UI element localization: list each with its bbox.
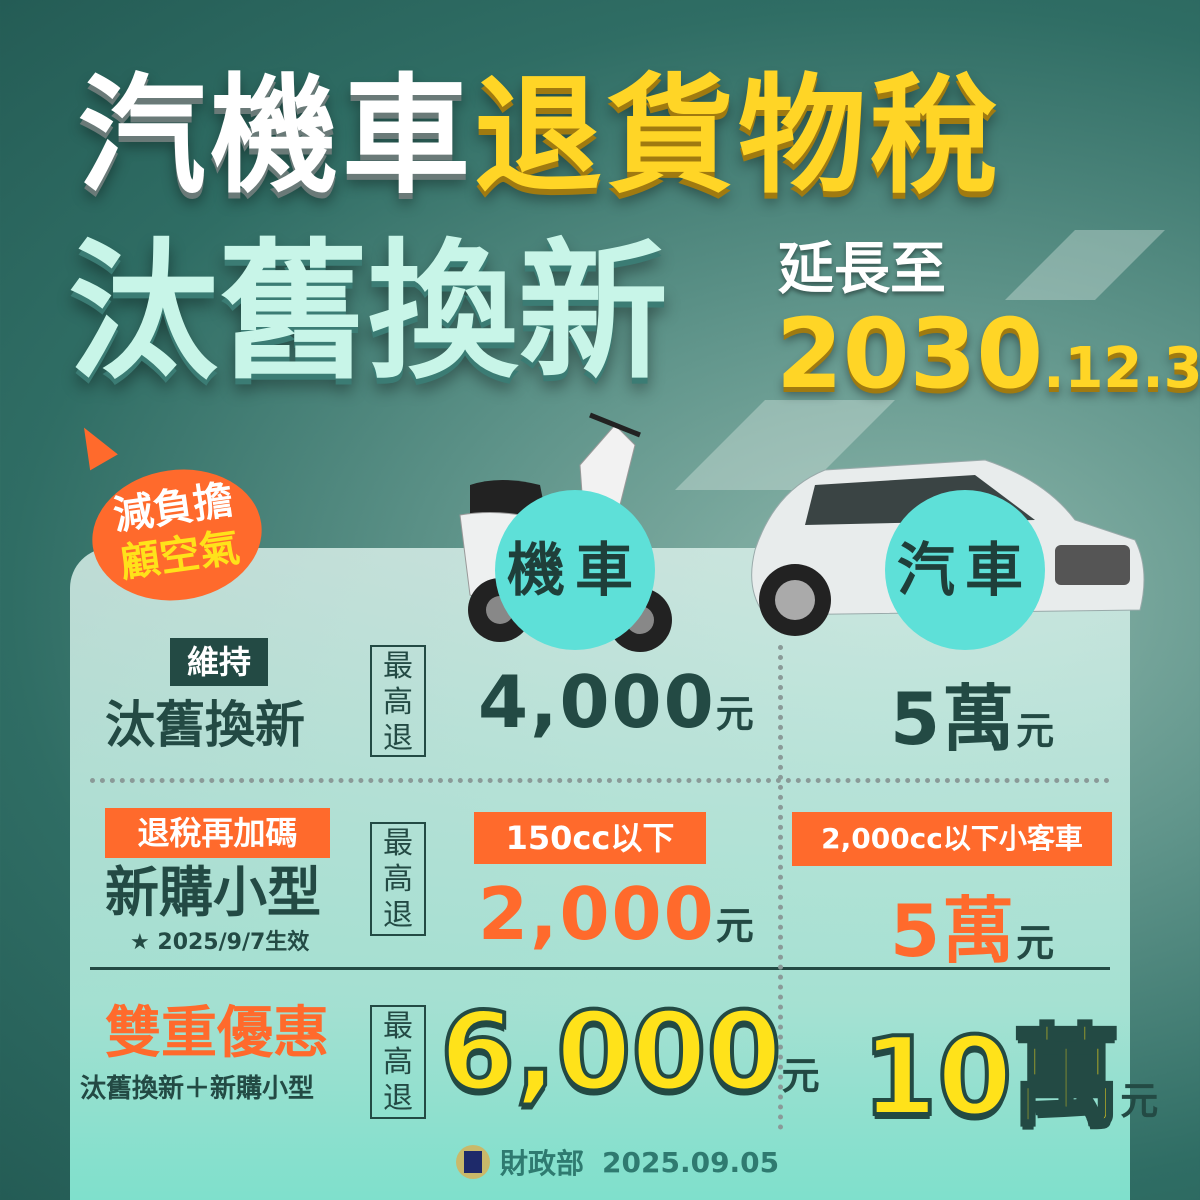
max-refund-label: 最高退 bbox=[370, 1005, 426, 1119]
ministry-name: 財政部 bbox=[500, 1147, 585, 1180]
row3-title: 雙重優惠 bbox=[105, 1001, 329, 1066]
row3-car-amount: 10萬元 bbox=[860, 1013, 1159, 1142]
max-refund-label: 最高退 bbox=[370, 645, 426, 757]
title-line-2: 汰舊換新 bbox=[68, 226, 669, 400]
effective-date-note: ★ 2025/9/7生效 bbox=[130, 930, 310, 955]
title-line-1: 汽機車退貨物稅 bbox=[78, 62, 1002, 250]
column-divider bbox=[778, 645, 783, 1130]
scooter-condition-tag: 150cc以下 bbox=[474, 812, 706, 864]
burst-icon bbox=[70, 419, 118, 471]
row3-subtitle: 汰舊換新＋新購小型 bbox=[80, 1074, 315, 1104]
row-divider-dotted bbox=[90, 778, 1110, 783]
bonus-tag: 退稅再加碼 bbox=[105, 808, 330, 858]
row2-scooter-amount: 2,000元 bbox=[478, 872, 754, 956]
row2-car-amount: 5萬元 bbox=[890, 889, 1055, 973]
deadline-suffix: .12.31 bbox=[1043, 336, 1200, 401]
footer: 財政部 2025.09.05 bbox=[456, 1142, 779, 1182]
publish-date: 2025.09.05 bbox=[602, 1145, 780, 1179]
row-divider-solid bbox=[90, 967, 1110, 970]
deadline-year: 2030 bbox=[776, 298, 1044, 410]
extend-label: 延長至 bbox=[778, 237, 946, 302]
row1-car-amount: 5萬元 bbox=[890, 677, 1055, 761]
maintain-tag: 維持 bbox=[170, 638, 268, 686]
title-yellow: 退貨物稅 bbox=[474, 62, 1003, 211]
car-column-header: 汽車 bbox=[885, 490, 1045, 650]
max-refund-label: 最高退 bbox=[370, 822, 426, 936]
ministry-logo-icon bbox=[456, 1145, 490, 1179]
deadline-date: 2030.12.31 bbox=[776, 306, 1200, 430]
row3-scooter-amount: 6,000元 bbox=[438, 988, 820, 1117]
car-condition-tag: 2,000cc以下小客車 bbox=[792, 812, 1112, 866]
row1-scooter-amount: 4,000元 bbox=[478, 660, 754, 744]
title-white: 汽機車 bbox=[78, 62, 475, 211]
row1-title: 汰舊換新 bbox=[105, 696, 305, 754]
scooter-column-header: 機車 bbox=[495, 490, 655, 650]
road-stripe bbox=[1005, 230, 1165, 300]
row2-title: 新購小型 bbox=[105, 861, 321, 924]
